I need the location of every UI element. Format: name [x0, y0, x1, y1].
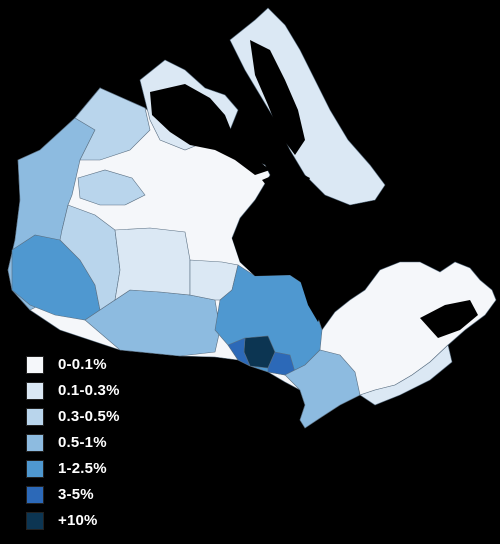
legend-swatch [26, 433, 44, 452]
legend-label: 1-2.5% [58, 460, 107, 477]
ontario-south-region [284, 349, 361, 429]
legend-item-10-plus: +10% [26, 510, 98, 531]
legend-label: 0.3-0.5% [58, 408, 120, 425]
nwt-lake-region [77, 169, 146, 206]
hudson-bay [232, 200, 328, 290]
legend-swatch [26, 485, 44, 504]
legend-item-0.5-1: 0.5-1% [26, 432, 107, 453]
legend-label: 3-5% [58, 486, 94, 503]
legend-label: 0.1-0.3% [58, 382, 120, 399]
legend-item-3-5: 3-5% [26, 484, 94, 505]
legend-swatch [26, 355, 44, 374]
prairies-mid-region [114, 227, 191, 301]
legend-swatch [26, 511, 44, 530]
legend-item-0-0.1: 0-0.1% [26, 354, 107, 375]
legend-item-0.1-0.3: 0.1-0.3% [26, 380, 120, 401]
baffin-channels [250, 40, 305, 155]
legend-swatch [26, 459, 44, 478]
foxe-basin [262, 168, 310, 200]
legend-item-0.3-0.5: 0.3-0.5% [26, 406, 120, 427]
legend-label: 0.5-1% [58, 434, 107, 451]
yukon-north-region [74, 87, 151, 161]
legend-swatch [26, 407, 44, 426]
legend-item-1-2.5: 1-2.5% [26, 458, 107, 479]
james-bay [300, 280, 322, 322]
legend-label: 0-0.1% [58, 356, 107, 373]
quebec-southeast-region [359, 344, 453, 406]
legend-swatch [26, 381, 44, 400]
legend-label: +10% [58, 512, 98, 529]
arctic-channels [150, 84, 270, 175]
gulf-st-lawrence [420, 300, 478, 338]
